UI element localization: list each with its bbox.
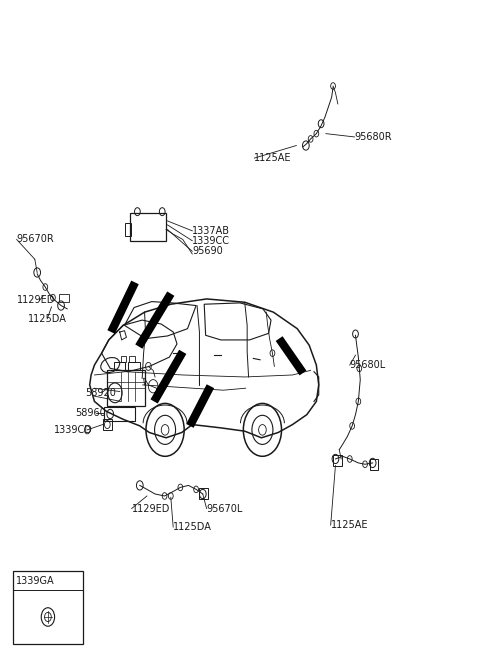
Text: 1339GA: 1339GA bbox=[16, 576, 55, 586]
Text: 95670R: 95670R bbox=[17, 234, 54, 244]
Text: 1339CD: 1339CD bbox=[54, 425, 93, 435]
Bar bbox=[120, 357, 126, 362]
Bar bbox=[128, 362, 140, 370]
Text: 1129ED: 1129ED bbox=[132, 503, 170, 513]
Bar bbox=[103, 419, 112, 430]
Bar bbox=[114, 362, 125, 370]
Bar bbox=[104, 407, 135, 421]
Bar bbox=[130, 213, 166, 241]
Text: 1125DA: 1125DA bbox=[28, 314, 67, 324]
Bar bbox=[124, 223, 131, 236]
Bar bbox=[370, 459, 378, 469]
Text: 1125AE: 1125AE bbox=[331, 520, 368, 530]
Text: 1129ED: 1129ED bbox=[17, 295, 55, 305]
Bar bbox=[333, 455, 342, 465]
Text: 95690: 95690 bbox=[192, 246, 223, 256]
Bar bbox=[129, 357, 135, 362]
Bar bbox=[59, 294, 69, 302]
Text: 95680L: 95680L bbox=[350, 360, 386, 370]
Text: 1125DA: 1125DA bbox=[173, 522, 212, 532]
Text: 58960: 58960 bbox=[75, 408, 106, 418]
Bar bbox=[199, 488, 208, 499]
Bar bbox=[108, 370, 144, 406]
Bar bbox=[13, 571, 83, 644]
Text: 58920: 58920 bbox=[85, 388, 116, 398]
Text: 95680R: 95680R bbox=[355, 132, 392, 142]
Text: 95670L: 95670L bbox=[206, 503, 243, 513]
Text: 1337AB: 1337AB bbox=[192, 226, 230, 236]
Text: 1339CC: 1339CC bbox=[192, 236, 230, 246]
Text: 1125AE: 1125AE bbox=[254, 153, 292, 163]
